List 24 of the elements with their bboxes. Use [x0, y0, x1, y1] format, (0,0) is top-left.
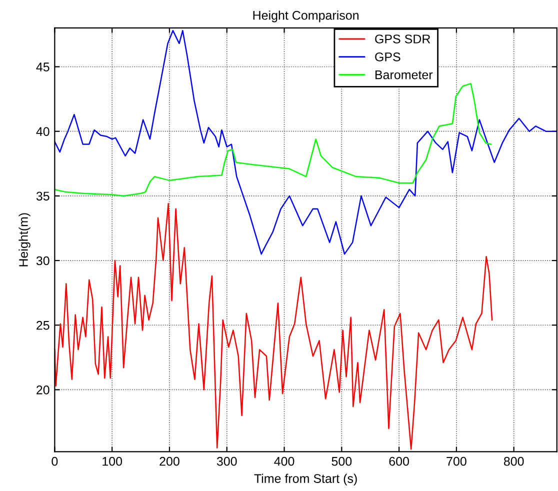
y-tick-label: 35	[36, 192, 50, 201]
legend-label: GPS SDR	[375, 34, 430, 44]
x-tick-label: 100	[102, 456, 122, 466]
y-tick-label: 30	[36, 256, 50, 266]
line-series	[54, 30, 556, 255]
legend-label: GPS	[375, 52, 400, 62]
legend-label: Barometer	[375, 70, 433, 80]
y-tick-label: 25	[36, 320, 50, 330]
x-tick-label: 600	[389, 456, 409, 466]
x-tick-label: 800	[504, 456, 524, 466]
line-series	[54, 82, 492, 197]
x-tick-label: 0	[52, 456, 58, 466]
line-series	[54, 203, 493, 450]
y-axis-title: Height(m)	[18, 213, 30, 266]
y-tick-label: 20	[36, 386, 50, 394]
y-tick-label: 40	[36, 127, 50, 136]
y-tick-label: 45	[36, 62, 50, 72]
x-tick-label: 200	[160, 456, 180, 466]
x-tick-label: 500	[332, 456, 352, 466]
x-axis-title: Time from Start (s)	[254, 474, 357, 486]
chart-title: Height Comparison	[253, 10, 358, 22]
x-tick-label: 400	[274, 456, 294, 466]
x-tick-label: 300	[216, 456, 237, 466]
x-tick-label: 700	[446, 456, 466, 466]
